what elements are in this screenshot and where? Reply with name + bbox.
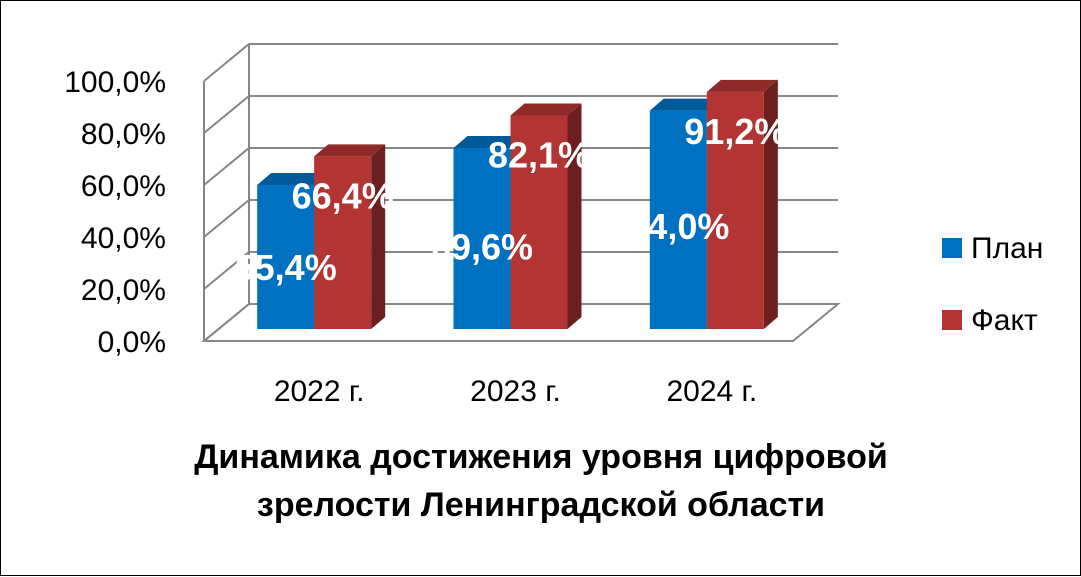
data-label: 82,1% bbox=[488, 135, 590, 176]
legend-swatch bbox=[942, 238, 962, 258]
bar-side bbox=[567, 103, 582, 329]
data-label: 84,0% bbox=[627, 206, 729, 247]
bars bbox=[257, 79, 778, 329]
bar-front bbox=[453, 148, 511, 329]
y-tick-label: 60,0% bbox=[81, 170, 166, 203]
bar-front bbox=[510, 115, 568, 329]
bar-fact bbox=[510, 103, 582, 329]
floor bbox=[201, 303, 841, 342]
gridlines bbox=[201, 43, 841, 342]
x-tick-label: 2022 г. bbox=[274, 375, 365, 408]
gridline bbox=[203, 43, 838, 82]
bar-fact bbox=[314, 144, 386, 329]
data-label: 69,6% bbox=[431, 226, 533, 267]
bar-top bbox=[649, 98, 721, 111]
bar-top bbox=[314, 144, 386, 157]
x-tick-label: 2023 г. bbox=[470, 375, 561, 408]
data-label: 91,2% bbox=[684, 111, 786, 152]
chart-title: Динамика достижения уровня цифровой зрело… bbox=[194, 438, 888, 524]
legend-label: План bbox=[971, 232, 1043, 265]
y-tick-label: 40,0% bbox=[81, 222, 166, 255]
bar-top bbox=[453, 136, 525, 149]
data-label: 55,4% bbox=[235, 247, 337, 288]
legend-swatch bbox=[942, 310, 962, 330]
data-label: 66,4% bbox=[292, 175, 394, 216]
bar-front bbox=[706, 91, 764, 329]
bar-front bbox=[257, 184, 315, 329]
y-tick-label: 80,0% bbox=[81, 118, 166, 151]
bar-side bbox=[371, 144, 386, 329]
chart-title-line: зрелости Ленинградской области bbox=[257, 486, 825, 524]
bar-front bbox=[649, 110, 707, 329]
x-tick-label: 2024 г. bbox=[666, 375, 757, 408]
bar-side bbox=[763, 79, 778, 329]
bar-front bbox=[314, 156, 372, 329]
y-tick-label: 20,0% bbox=[81, 274, 166, 307]
bar-fact bbox=[706, 79, 778, 329]
legend: План Факт bbox=[942, 232, 1043, 337]
legend-label: Факт bbox=[971, 304, 1038, 337]
y-tick-label: 100,0% bbox=[64, 66, 166, 99]
chart-title-line: Динамика достижения уровня цифровой bbox=[194, 438, 888, 476]
bar-top bbox=[257, 172, 329, 185]
y-tick-label: 0,0% bbox=[98, 326, 166, 359]
data-labels: 55,4% 66,4% 69,6% 82,1% 84,0% 91,2% bbox=[235, 111, 787, 288]
bar-top bbox=[706, 79, 778, 92]
bar-top bbox=[510, 103, 582, 116]
